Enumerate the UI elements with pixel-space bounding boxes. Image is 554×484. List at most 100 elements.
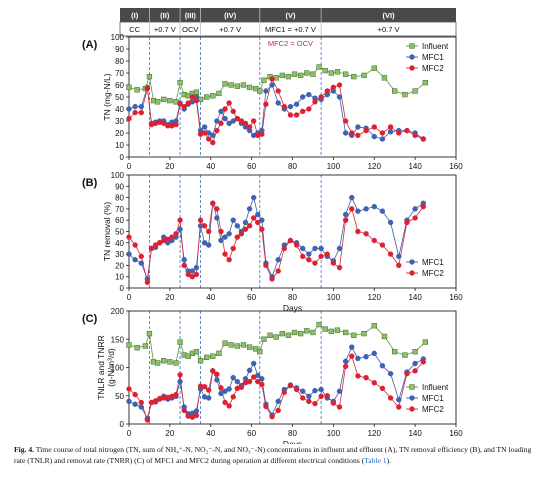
y-tick-label: 100	[111, 364, 125, 373]
condition-label: OCV	[182, 25, 198, 34]
data-point-mfc2	[306, 398, 312, 405]
legend-marker	[409, 395, 415, 401]
data-point-influent	[412, 88, 418, 94]
data-point-mfc2	[269, 276, 275, 282]
data-point-mfc2	[275, 88, 281, 94]
y-tick-label: 100	[111, 171, 125, 180]
data-point-mfc2	[222, 251, 228, 257]
x-tick-label: 40	[206, 429, 215, 438]
data-point-mfc1	[306, 91, 312, 98]
data-point-mfc2	[138, 253, 144, 260]
data-point-mfc2	[263, 403, 269, 410]
data-point-mfc2	[330, 400, 337, 406]
panel-label: (B)	[82, 177, 98, 189]
data-point-influent	[154, 360, 161, 366]
data-point-mfc2	[287, 237, 294, 244]
data-point-mfc1	[275, 100, 281, 106]
caption-table-link[interactable]: Table 1	[364, 455, 387, 465]
data-point-mfc1	[336, 94, 343, 100]
data-point-mfc2	[387, 251, 394, 257]
data-point-mfc2	[185, 100, 191, 106]
data-point-influent	[310, 71, 316, 77]
data-point-mfc2	[342, 217, 349, 223]
data-point-mfc2	[306, 106, 312, 112]
data-point-mfc2	[132, 391, 138, 398]
x-tick-label: 140	[408, 162, 422, 171]
y-tick-label: 100	[111, 33, 125, 42]
data-point-influent	[216, 350, 222, 357]
data-point-influent	[240, 342, 247, 348]
data-point-influent	[146, 73, 153, 80]
data-point-influent	[310, 329, 316, 336]
data-point-influent	[210, 93, 216, 99]
data-point-mfc2	[263, 262, 269, 269]
condition-label: MFC1 = +0.7 V	[265, 25, 316, 34]
data-point-mfc1	[177, 226, 183, 232]
data-point-mfc2	[148, 245, 155, 252]
data-point-mfc2	[185, 271, 191, 278]
data-point-mfc2	[330, 84, 337, 91]
data-point-mfc2	[324, 393, 330, 399]
data-point-mfc1	[126, 398, 132, 405]
data-point-mfc2	[312, 99, 318, 105]
y-tick-label: 60	[115, 216, 124, 225]
data-point-mfc2	[156, 240, 163, 246]
data-point-mfc2	[126, 386, 132, 392]
data-point-mfc1	[126, 251, 132, 257]
condition-row	[119, 21, 457, 37]
data-point-influent	[246, 84, 253, 91]
y-tick-label: 40	[115, 105, 124, 114]
data-point-influent	[402, 91, 408, 98]
phase-label: (IV)	[224, 11, 237, 20]
data-point-mfc2	[306, 257, 312, 263]
data-point-mfc1	[379, 136, 386, 142]
data-point-mfc2	[318, 94, 324, 100]
data-point-influent	[246, 344, 253, 350]
data-point-mfc2	[242, 226, 249, 232]
data-point-mfc1	[226, 231, 232, 237]
data-point-mfc2	[342, 118, 349, 124]
data-point-mfc2	[363, 127, 369, 134]
x-tick-label: 40	[206, 162, 215, 171]
data-point-mfc1	[126, 106, 132, 112]
x-axis-label: Days	[283, 439, 302, 444]
x-tick-label: 60	[247, 293, 256, 302]
data-point-mfc1	[201, 124, 208, 130]
data-point-mfc1	[387, 371, 394, 377]
y-axis-label-line2: (g-N/m³/d)	[106, 348, 116, 387]
data-point-influent	[257, 88, 263, 94]
data-point-mfc1	[181, 257, 187, 263]
y-tick-label: 0	[120, 153, 125, 162]
data-point-mfc1	[349, 344, 355, 350]
y-tick-label: 80	[115, 194, 124, 203]
y-tick-label: 50	[115, 392, 124, 401]
data-point-mfc1	[138, 404, 144, 410]
data-point-influent	[371, 323, 377, 329]
data-point-mfc2	[281, 103, 288, 110]
data-point-mfc1	[363, 354, 369, 360]
data-point-mfc2	[355, 228, 361, 235]
y-tick-label: 50	[115, 93, 124, 102]
data-point-mfc1	[336, 245, 343, 252]
data-point-mfc2	[300, 108, 306, 115]
data-point-mfc2	[173, 121, 179, 128]
data-point-mfc2	[269, 413, 275, 420]
phase-label: (III)	[185, 11, 197, 20]
data-point-mfc2	[230, 108, 236, 115]
data-point-mfc1	[300, 388, 306, 394]
data-point-influent	[412, 349, 418, 355]
data-point-mfc2	[412, 132, 418, 139]
data-point-influent	[422, 339, 428, 345]
data-point-mfc1	[201, 240, 208, 246]
data-point-mfc2	[173, 391, 179, 398]
data-point-influent	[361, 330, 367, 337]
data-point-influent	[328, 328, 334, 334]
y-tick-label: 60	[115, 81, 124, 90]
series-line-influent	[128, 66, 426, 103]
data-point-mfc2	[246, 378, 253, 385]
data-point-influent	[193, 89, 200, 95]
y-tick-label: 20	[115, 261, 124, 270]
data-point-mfc2	[177, 217, 183, 223]
data-point-mfc1	[246, 206, 253, 212]
data-point-mfc1	[132, 257, 138, 263]
